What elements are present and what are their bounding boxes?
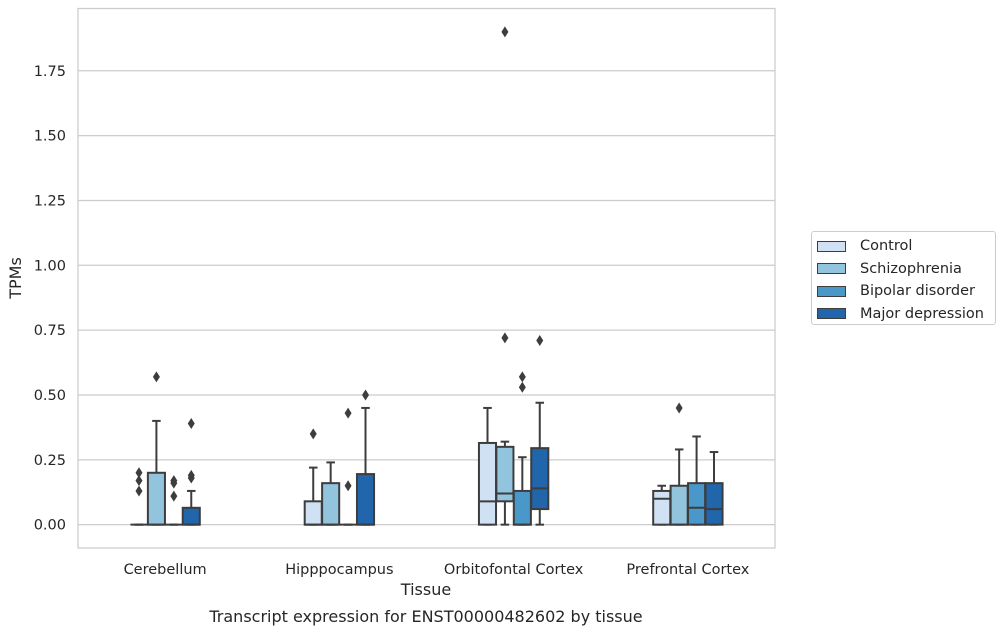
plot-area-frame — [77, 7, 776, 549]
legend-label: Schizophrenia — [860, 260, 962, 277]
box-3-2 — [687, 435, 707, 526]
box-body — [530, 447, 550, 511]
y-tick-label: 0.00 — [34, 518, 66, 534]
outlier-point — [536, 335, 544, 346]
box-1-0 — [303, 428, 323, 526]
box-body — [495, 445, 515, 503]
box-3-3 — [704, 451, 724, 526]
x-tick-label: Prefrontal Cortex — [626, 562, 749, 578]
gridlines — [78, 70, 775, 526]
legend-item-bipolar-disorder: Bipolar disorder — [817, 280, 995, 303]
box-body — [477, 441, 498, 526]
x-tick-label: Hipppocampus — [285, 562, 393, 578]
outlier-point — [135, 467, 143, 479]
box-0-2 — [165, 475, 183, 526]
box-body — [669, 484, 689, 526]
outlier-point — [501, 332, 509, 344]
legend-label: Control — [860, 238, 913, 255]
box-body — [704, 482, 724, 526]
box-body — [146, 471, 166, 526]
outlier-point — [501, 26, 509, 38]
box-2-1 — [495, 26, 515, 526]
outlier-point — [362, 389, 370, 401]
box-1-2 — [339, 407, 357, 526]
box-1-1 — [321, 461, 341, 526]
legend: Control Schizophrenia Bipolar disorder M… — [811, 231, 996, 325]
box-body — [355, 473, 376, 526]
box-body — [321, 482, 341, 526]
legend-item-schizophrenia: Schizophrenia — [817, 258, 995, 281]
box-0-3 — [181, 418, 201, 526]
y-tick-label: 1.00 — [34, 258, 66, 274]
legend-label: Bipolar disorder — [860, 283, 975, 300]
box-3-1 — [669, 402, 689, 526]
box-0-1 — [146, 371, 166, 526]
y-tick-label: 1.25 — [34, 193, 66, 209]
outlier-point — [675, 402, 683, 414]
box-2-2 — [512, 371, 532, 526]
box-0-0 — [130, 467, 148, 526]
y-tick-label: 0.50 — [34, 388, 66, 404]
outlier-point — [135, 485, 143, 497]
x-axis-label: Tissue — [400, 580, 451, 599]
y-axis-label: TPMs — [6, 257, 25, 300]
legend-swatch — [817, 263, 846, 275]
box-3-0 — [652, 484, 672, 526]
legend-label: Major depression — [860, 305, 984, 322]
y-tick-labels: 0.00 0.25 0.50 0.75 1.00 1.25 1.50 1.75 — [34, 64, 66, 534]
boxes — [130, 26, 724, 526]
chart-title: Transcript expression for ENST0000048260… — [208, 607, 642, 626]
box-body — [652, 489, 672, 526]
x-tick-label: Orbitofontal Cortex — [444, 562, 584, 578]
legend-swatch — [817, 240, 846, 252]
y-tick-label: 1.75 — [34, 64, 66, 80]
y-tick-label: 0.75 — [34, 323, 66, 339]
outlier-point — [518, 381, 526, 393]
box-body — [181, 506, 201, 526]
box-1-3 — [355, 389, 376, 526]
outlier-point — [170, 477, 178, 489]
outlier-point — [187, 472, 195, 484]
legend-swatch — [817, 308, 846, 320]
box-2-3 — [530, 335, 550, 526]
legend-item-control: Control — [817, 235, 995, 258]
legend-swatch — [817, 285, 846, 297]
box-2-0 — [477, 406, 498, 526]
outlier-point — [309, 428, 317, 440]
outlier-point — [344, 480, 352, 492]
y-tick-label: 0.25 — [34, 453, 66, 469]
x-tick-labels: Cerebellum Hipppocampus Orbitofontal Corte… — [124, 562, 750, 578]
outlier-point — [344, 407, 352, 419]
legend-item-major-depression: Major depression — [817, 303, 995, 326]
outlier-point — [187, 418, 195, 429]
outlier-point — [518, 371, 526, 383]
box-body — [303, 500, 323, 526]
outlier-point — [152, 371, 160, 383]
x-tick-label: Cerebellum — [124, 562, 207, 578]
box-body — [512, 489, 532, 526]
y-tick-label: 1.50 — [34, 129, 66, 145]
outlier-point — [170, 490, 178, 502]
box-body — [687, 482, 707, 526]
outlier-point — [135, 475, 143, 487]
